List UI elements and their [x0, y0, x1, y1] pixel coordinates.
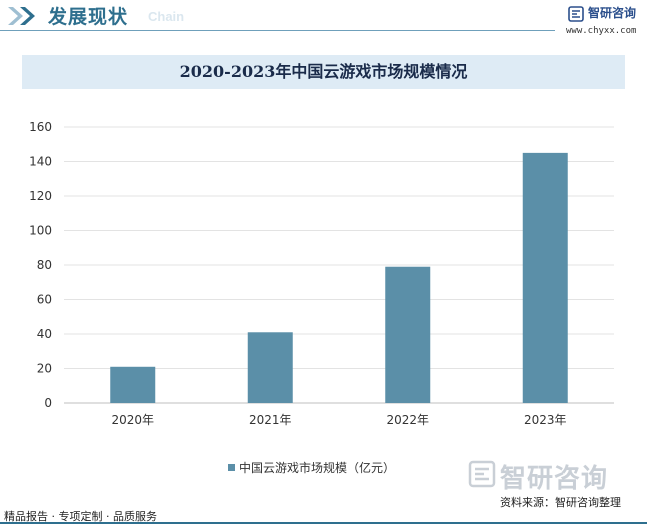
- watermark-logo-icon: [468, 460, 496, 488]
- y-tick-label: 100: [29, 224, 52, 238]
- x-tick-label: 2021年: [249, 413, 292, 427]
- brand-name: 智研咨询: [588, 6, 637, 20]
- y-tick-label: 120: [29, 189, 52, 203]
- x-tick-label: 2020年: [111, 413, 154, 427]
- footer-tagline: 精品报告 · 专项定制 · 品质服务: [4, 510, 157, 523]
- bar-1: [247, 332, 293, 403]
- legend-label: 中国云游戏市场规模（亿元）: [239, 460, 396, 475]
- y-tick-label: 140: [29, 155, 52, 169]
- bar-3: [522, 152, 568, 403]
- section-title: 发展现状: [48, 6, 129, 28]
- brand-logo-icon: [568, 6, 584, 22]
- x-tick-label: 2023年: [524, 413, 567, 427]
- y-tick-label: 160: [29, 120, 52, 134]
- bar-2: [385, 266, 431, 403]
- bar-0: [110, 366, 156, 403]
- y-tick-label: 80: [37, 258, 52, 272]
- header-divider: [0, 30, 555, 31]
- section-subtitle: Chain: [148, 9, 185, 24]
- legend: 中国云游戏市场规模（亿元）: [228, 458, 395, 476]
- y-tick-label: 40: [37, 327, 52, 341]
- double-chevron-icon: [8, 7, 35, 25]
- chart-title: 2020-2023年中国云游戏市场规模情况: [179, 62, 468, 81]
- y-tick-label: 60: [37, 293, 52, 307]
- gridlines: [64, 126, 614, 404]
- x-tick-label: 2022年: [386, 413, 429, 427]
- y-tick-label: 0: [44, 396, 52, 410]
- x-axis-ticks: 2020年 2021年 2022年 2023年: [111, 413, 566, 427]
- bars: [110, 152, 568, 403]
- footer-bar: [0, 522, 647, 524]
- brand-url: www.chyxx.com: [566, 26, 637, 36]
- y-tick-label: 20: [37, 362, 52, 376]
- source-note: 资料来源：智研咨询整理: [500, 496, 621, 509]
- watermark-brand: 智研咨询: [500, 464, 609, 494]
- legend-swatch: [228, 463, 235, 471]
- y-axis-ticks: 0 20 40 60 80 100 120 140 160: [29, 120, 52, 410]
- header: 发展现状 Chain 智研咨询 www.chyxx.com: [0, 0, 647, 36]
- chart-title-banner: 2020-2023年中国云游戏市场规模情况: [22, 55, 625, 89]
